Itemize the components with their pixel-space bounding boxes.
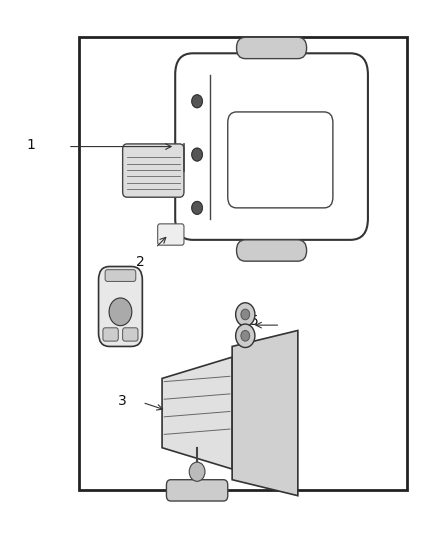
Text: 5: 5: [250, 314, 258, 328]
FancyBboxPatch shape: [99, 266, 142, 346]
Circle shape: [192, 148, 202, 161]
Circle shape: [236, 303, 255, 326]
Polygon shape: [162, 357, 232, 469]
FancyBboxPatch shape: [105, 270, 136, 281]
FancyBboxPatch shape: [103, 328, 118, 341]
Circle shape: [241, 309, 250, 320]
Circle shape: [192, 95, 202, 108]
Text: 2: 2: [136, 255, 145, 270]
FancyBboxPatch shape: [166, 480, 228, 501]
FancyBboxPatch shape: [237, 240, 307, 261]
Text: 3: 3: [118, 394, 127, 408]
Text: 4: 4: [114, 298, 123, 312]
FancyBboxPatch shape: [158, 224, 184, 245]
FancyBboxPatch shape: [123, 144, 184, 197]
FancyBboxPatch shape: [123, 328, 138, 341]
Circle shape: [236, 324, 255, 348]
Circle shape: [189, 462, 205, 481]
Polygon shape: [232, 330, 298, 496]
Circle shape: [192, 201, 202, 214]
Circle shape: [109, 298, 132, 326]
Text: 1: 1: [26, 138, 35, 152]
Circle shape: [241, 330, 250, 341]
FancyBboxPatch shape: [237, 37, 307, 59]
